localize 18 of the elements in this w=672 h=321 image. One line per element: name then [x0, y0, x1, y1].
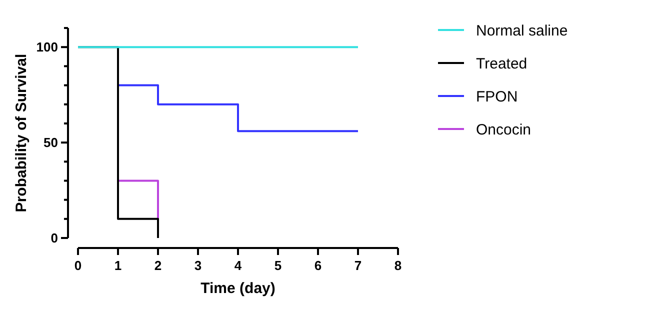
- x-tick-label: 4: [234, 258, 242, 273]
- legend-label: Treated: [476, 55, 528, 72]
- x-tick-label: 6: [314, 258, 322, 273]
- x-tick-label: 1: [114, 258, 122, 273]
- legend-label: Normal saline: [476, 22, 568, 40]
- y-tick-label: 100: [36, 40, 58, 55]
- x-tick-label: 7: [354, 258, 362, 273]
- x-tick-label: 2: [154, 258, 162, 273]
- y-axis-title: Probability of Survival: [13, 54, 30, 212]
- x-tick-label: 3: [194, 258, 202, 273]
- legend-label: FPON: [476, 88, 518, 106]
- x-tick-label: 5: [274, 258, 282, 273]
- x-tick-label: 0: [74, 258, 82, 273]
- legend-label: Oncocin: [476, 121, 532, 138]
- y-tick-label: 0: [50, 230, 58, 246]
- y-tick-label: 50: [44, 135, 58, 150]
- x-tick-label: 8: [394, 258, 402, 273]
- x-axis-title: Time (day): [200, 280, 276, 297]
